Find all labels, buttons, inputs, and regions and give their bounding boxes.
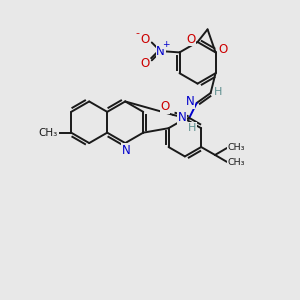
Text: CH₃: CH₃ — [227, 158, 244, 167]
Text: H: H — [214, 87, 223, 97]
Text: O: O — [140, 33, 149, 46]
Text: CH₃: CH₃ — [227, 142, 244, 152]
Text: -: - — [136, 28, 140, 39]
Text: +: + — [162, 40, 169, 49]
Text: N: N — [178, 111, 186, 124]
Text: N: N — [122, 143, 130, 157]
Text: O: O — [186, 32, 195, 46]
Text: O: O — [140, 57, 149, 70]
Text: CH₃: CH₃ — [39, 128, 58, 138]
Text: N: N — [185, 95, 194, 108]
Text: O: O — [160, 100, 170, 113]
Text: O: O — [218, 43, 227, 56]
Text: H: H — [188, 123, 196, 133]
Text: N: N — [156, 45, 165, 58]
